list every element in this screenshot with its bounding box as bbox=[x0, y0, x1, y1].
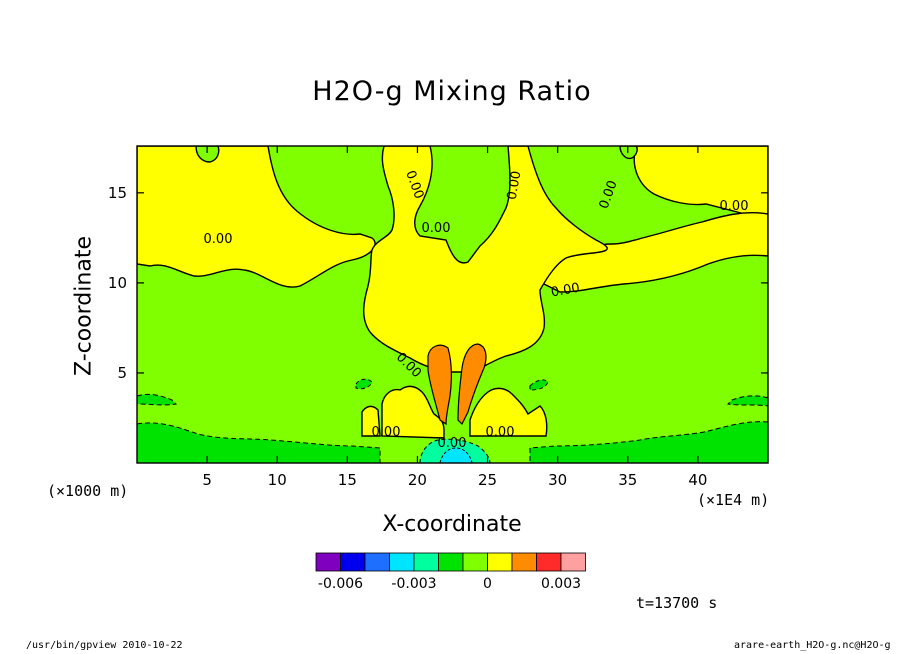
x-tick-label: 35 bbox=[618, 471, 637, 489]
x-tick-label: 40 bbox=[688, 471, 707, 489]
region-lower-left-negative bbox=[137, 422, 381, 463]
x-tick-label: 25 bbox=[478, 471, 497, 489]
colorbar-swatch bbox=[487, 552, 513, 572]
region-upper-right-patch bbox=[619, 146, 638, 160]
time-annotation: t=13700 s bbox=[636, 594, 718, 612]
footer-program-date: /usr/bin/gpview 2010-10-22 bbox=[26, 640, 183, 651]
y-axis-ticks: 5 10 15 bbox=[108, 184, 768, 382]
colorbar-swatch bbox=[462, 552, 488, 572]
x-tick-label: 15 bbox=[338, 471, 357, 489]
region-upper-left-positive bbox=[137, 146, 376, 288]
colorbar-tick-label: 0.003 bbox=[541, 576, 581, 592]
x-tick-label: 20 bbox=[408, 471, 427, 489]
region-upper-left-patch bbox=[195, 146, 220, 163]
colorbar-swatch bbox=[560, 552, 586, 572]
colorbar-tick-label: 0 bbox=[483, 576, 492, 592]
contour-label: 0.00 bbox=[438, 436, 467, 451]
contour-label: 0.00 bbox=[550, 281, 581, 301]
region-base-right-blob bbox=[529, 379, 549, 391]
colorbar-tick-label: -0.003 bbox=[391, 576, 436, 592]
colorbar-swatch bbox=[364, 552, 390, 572]
contour-label: 0.00 bbox=[204, 232, 233, 247]
x-unit-note: (×1E4 m) bbox=[697, 491, 770, 509]
x-tick-label: 10 bbox=[268, 471, 287, 489]
region-left-wave-negative bbox=[137, 393, 178, 406]
y-tick-label: 15 bbox=[108, 184, 127, 202]
region-plume-left bbox=[427, 344, 452, 426]
colorbar-swatch bbox=[389, 552, 415, 572]
x-tick-label: 5 bbox=[202, 471, 212, 489]
y-tick-label: 5 bbox=[117, 364, 127, 382]
colorbar-tick-label: -0.006 bbox=[318, 576, 363, 592]
chart-title: H2O-g Mixing Ratio bbox=[312, 76, 592, 107]
y-unit-note: (×1000 m) bbox=[47, 482, 129, 500]
contour-label: 0.00 bbox=[486, 425, 515, 440]
x-tick-label: 30 bbox=[548, 471, 567, 489]
region-plume-right bbox=[457, 343, 487, 426]
region-right-wave-negative bbox=[726, 395, 768, 407]
colorbar-swatch bbox=[511, 552, 537, 572]
colorbar-swatch bbox=[413, 552, 439, 572]
colorbar-swatch bbox=[438, 552, 464, 572]
region-central-positive bbox=[363, 146, 608, 373]
x-axis-ticks: 5 10 15 20 25 30 35 40 bbox=[202, 146, 707, 489]
plot-area bbox=[137, 146, 768, 463]
plot-frame bbox=[136, 145, 769, 464]
contour-label: 0.00 bbox=[505, 170, 525, 201]
region-lower-left-small-positive bbox=[361, 405, 381, 437]
colorbar-swatch bbox=[340, 552, 366, 572]
region-lower-right-negative bbox=[529, 421, 768, 463]
region-surface-core-negative bbox=[439, 447, 473, 463]
colorbar-swatch bbox=[536, 552, 562, 572]
footer-source-file: arare-earth_H2O-g.nc@H2O-g bbox=[734, 640, 891, 651]
contour-label: 0.00 bbox=[422, 221, 451, 236]
colorbar-swatch bbox=[315, 552, 341, 572]
contour-label: 0.00 bbox=[720, 199, 749, 214]
y-axis-label: Z-coordinate bbox=[71, 236, 97, 376]
y-tick-label: 10 bbox=[108, 274, 127, 292]
region-lower-right-positive bbox=[469, 387, 548, 437]
region-upper-right-positive bbox=[633, 146, 768, 221]
contour-label: 0.00 bbox=[372, 425, 401, 440]
x-axis-label: X-coordinate bbox=[382, 512, 522, 537]
colorbar: -0.006 -0.003 0 0.003 bbox=[315, 552, 586, 592]
region-base-left-blob bbox=[355, 378, 373, 390]
